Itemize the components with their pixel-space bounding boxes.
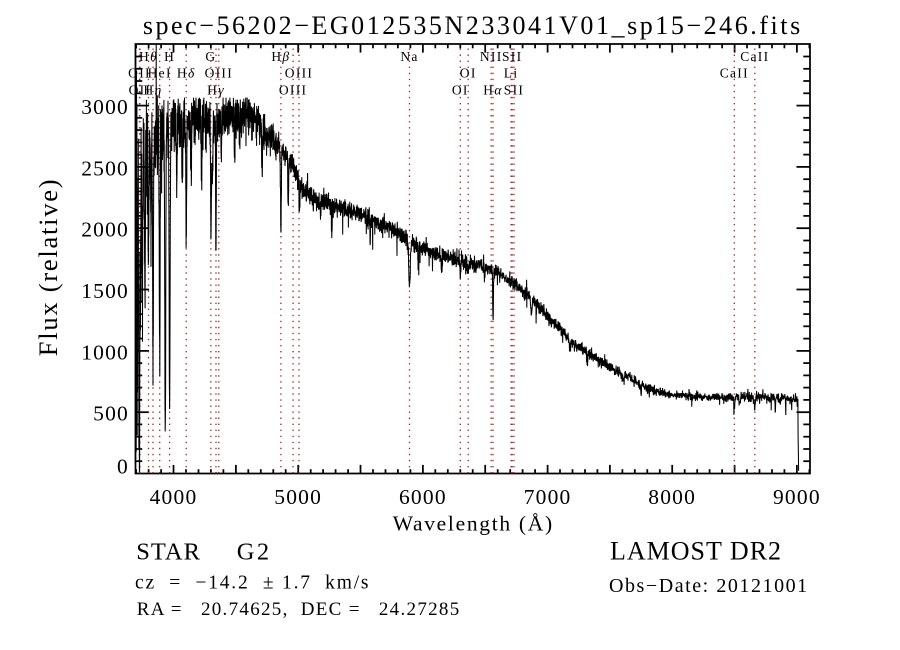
svg-text:SII: SII: [502, 49, 522, 64]
svg-text:6000: 6000: [399, 485, 447, 509]
svg-text:CaII: CaII: [740, 49, 769, 64]
svg-text:HeI: HeI: [148, 66, 172, 81]
svg-text:1500: 1500: [81, 279, 129, 303]
svg-text:RA = 20.74625, DEC = 24.2: RA = 20.74625, DEC = 24.27285: [137, 599, 461, 620]
svg-text:500: 500: [93, 402, 129, 426]
svg-text:STAR: STAR: [136, 538, 201, 565]
svg-text:OIII: OIII: [279, 83, 307, 98]
svg-text:G: G: [205, 49, 216, 64]
svg-text:OI: OI: [452, 83, 469, 98]
svg-text:H: H: [164, 49, 175, 64]
svg-text:Hδ: Hδ: [177, 66, 196, 81]
svg-text:Li: Li: [504, 66, 519, 81]
svg-text:8000: 8000: [648, 485, 696, 509]
svg-text:3000: 3000: [81, 95, 129, 119]
svg-text:Hα: Hα: [483, 83, 502, 98]
svg-text:2500: 2500: [81, 156, 129, 180]
svg-text:spec−56202−EG012535N233041V01_: spec−56202−EG012535N233041V01_sp15−246.f…: [143, 11, 803, 40]
svg-text:0: 0: [117, 454, 129, 478]
svg-text:9000: 9000: [773, 485, 821, 509]
svg-text:Na: Na: [400, 49, 418, 64]
svg-text:NII: NII: [480, 49, 503, 64]
svg-text:Hβ: Hβ: [271, 49, 290, 64]
svg-text:OIII: OIII: [205, 66, 233, 81]
svg-text:OII: OII: [129, 83, 152, 98]
svg-text:Wavelength (Å): Wavelength (Å): [393, 512, 554, 536]
svg-text:G2: G2: [237, 538, 272, 565]
svg-text:Hθ: Hθ: [139, 49, 158, 64]
svg-text:CaII: CaII: [720, 66, 749, 81]
svg-text:2000: 2000: [81, 218, 129, 242]
svg-text:Hγ: Hγ: [207, 83, 225, 98]
svg-text:cz = −14.2 ± 1.7 km/s: cz = −14.2 ± 1.7 km/s: [135, 573, 370, 594]
svg-text:OII: OII: [128, 66, 151, 81]
svg-text:Hη: Hη: [143, 83, 162, 98]
svg-text:SII: SII: [504, 83, 524, 98]
svg-text:OIII: OIII: [285, 66, 313, 81]
svg-text:1000: 1000: [81, 340, 129, 364]
svg-text:Obs−Date: 20121001: Obs−Date: 20121001: [609, 575, 809, 597]
svg-text:OI: OI: [460, 66, 477, 81]
svg-text:5000: 5000: [274, 485, 322, 509]
svg-text:Flux (relative): Flux (relative): [33, 178, 63, 357]
svg-text:4000: 4000: [150, 485, 198, 509]
svg-text:LAMOST DR2: LAMOST DR2: [610, 536, 782, 565]
svg-text:7000: 7000: [524, 485, 572, 509]
